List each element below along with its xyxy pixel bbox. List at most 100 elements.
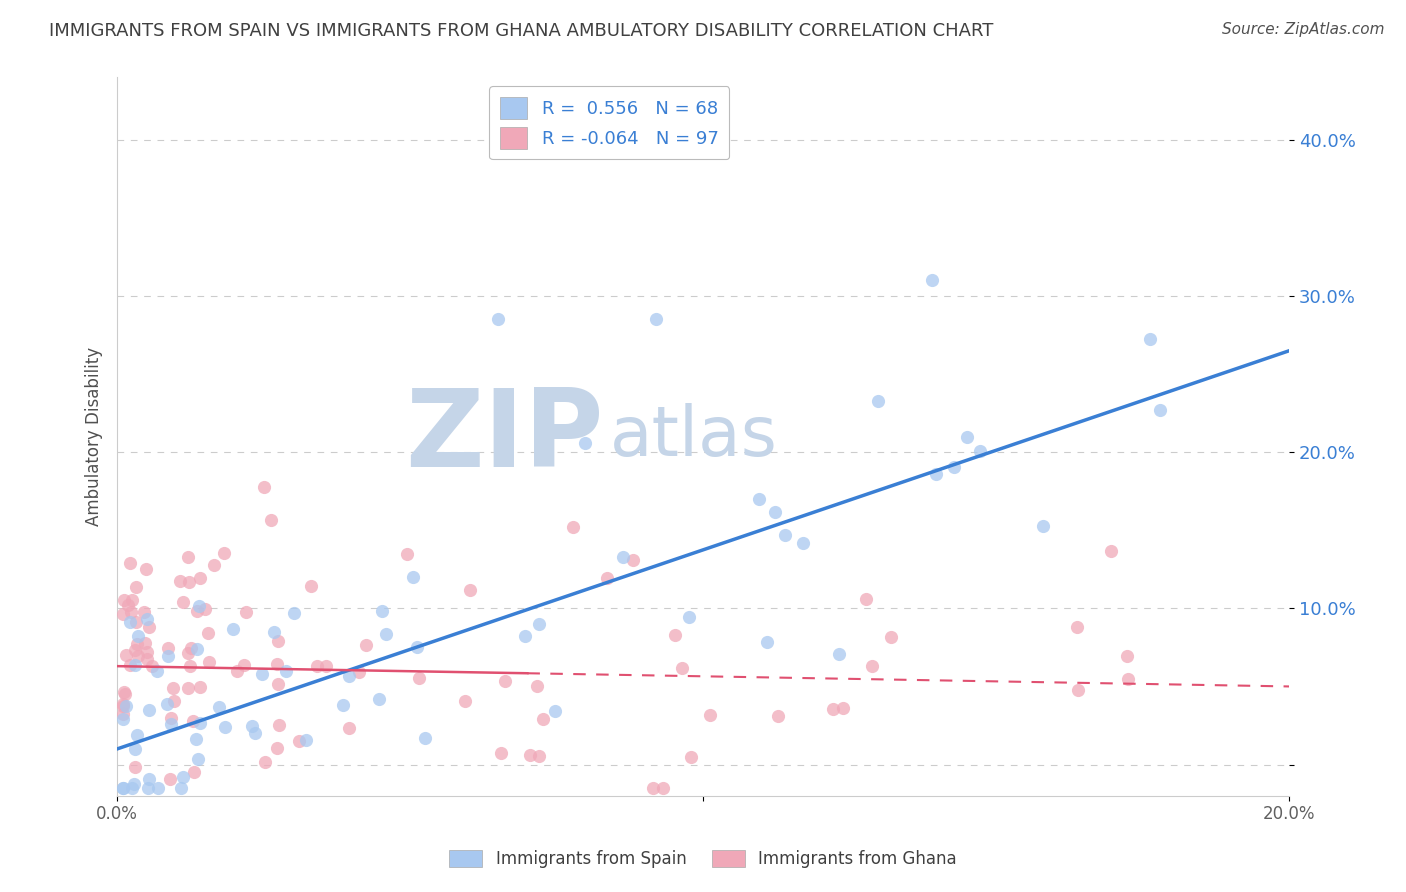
Point	[1115, 649, 1137, 664]
Point	[375, 627, 398, 641]
Point	[458, 582, 481, 597]
Point	[122, 777, 145, 791]
Point	[114, 687, 136, 701]
Point	[190, 716, 212, 731]
Point	[135, 562, 157, 576]
Point	[120, 615, 142, 630]
Point	[347, 665, 370, 679]
Point	[136, 611, 159, 625]
Point	[855, 592, 877, 607]
Point	[408, 671, 430, 685]
Point	[172, 595, 194, 609]
Point	[214, 720, 236, 734]
Point	[135, 645, 157, 659]
Point	[124, 657, 146, 672]
Point	[187, 752, 209, 766]
Legend: Immigrants from Spain, Immigrants from Ghana: Immigrants from Spain, Immigrants from G…	[443, 843, 963, 875]
Point	[862, 659, 884, 673]
Point	[112, 707, 135, 722]
Point	[645, 312, 668, 326]
Point	[612, 549, 634, 564]
Point	[315, 659, 337, 673]
Point	[562, 520, 585, 534]
Point	[115, 698, 138, 713]
Point	[162, 681, 184, 695]
Point	[678, 610, 700, 624]
Point	[159, 717, 181, 731]
Point	[283, 606, 305, 620]
Point	[413, 731, 436, 745]
Point	[186, 604, 208, 618]
Point	[169, 780, 191, 795]
Point	[148, 780, 170, 795]
Point	[942, 459, 965, 474]
Point	[156, 697, 179, 711]
Point	[112, 697, 135, 711]
Point	[489, 746, 512, 760]
Point	[125, 637, 148, 651]
Point	[112, 780, 135, 795]
Point	[921, 273, 943, 287]
Point	[124, 760, 146, 774]
Point	[527, 749, 550, 764]
Point	[1067, 682, 1090, 697]
Point	[114, 648, 136, 663]
Point	[112, 780, 135, 795]
Point	[574, 435, 596, 450]
Point	[531, 712, 554, 726]
Point	[159, 772, 181, 786]
Point	[1149, 402, 1171, 417]
Point	[395, 547, 418, 561]
Point	[225, 664, 247, 678]
Point	[307, 658, 329, 673]
Point	[222, 622, 245, 636]
Legend: R =  0.556   N = 68, R = -0.064   N = 97: R = 0.556 N = 68, R = -0.064 N = 97	[489, 87, 730, 160]
Point	[295, 732, 318, 747]
Point	[354, 638, 377, 652]
Point	[184, 732, 207, 747]
Point	[332, 698, 354, 713]
Point	[125, 615, 148, 629]
Point	[112, 698, 135, 713]
Point	[112, 685, 135, 699]
Point	[202, 558, 225, 572]
Point	[176, 550, 198, 565]
Point	[112, 593, 135, 607]
Point	[831, 700, 853, 714]
Point	[259, 512, 281, 526]
Point	[146, 664, 169, 678]
Point	[756, 635, 779, 649]
Point	[679, 750, 702, 764]
Point	[924, 467, 946, 481]
Point	[253, 479, 276, 493]
Point	[763, 505, 786, 519]
Point	[141, 659, 163, 673]
Point	[664, 628, 686, 642]
Point	[288, 734, 311, 748]
Point	[177, 646, 200, 660]
Point	[127, 649, 149, 664]
Point	[269, 717, 291, 731]
Point	[124, 643, 146, 657]
Point	[138, 620, 160, 634]
Point	[367, 692, 389, 706]
Point	[112, 607, 135, 622]
Point	[194, 601, 217, 615]
Point	[1032, 518, 1054, 533]
Point	[181, 714, 204, 728]
Point	[868, 394, 890, 409]
Point	[112, 712, 135, 726]
Point	[179, 659, 201, 673]
Point	[125, 580, 148, 594]
Point	[641, 780, 664, 795]
Point	[121, 780, 143, 795]
Point	[252, 666, 274, 681]
Point	[748, 492, 770, 507]
Point	[121, 592, 143, 607]
Point	[179, 575, 201, 590]
Point	[138, 772, 160, 787]
Point	[118, 658, 141, 673]
Point	[136, 651, 159, 665]
Point	[337, 669, 360, 683]
Point	[652, 780, 675, 795]
